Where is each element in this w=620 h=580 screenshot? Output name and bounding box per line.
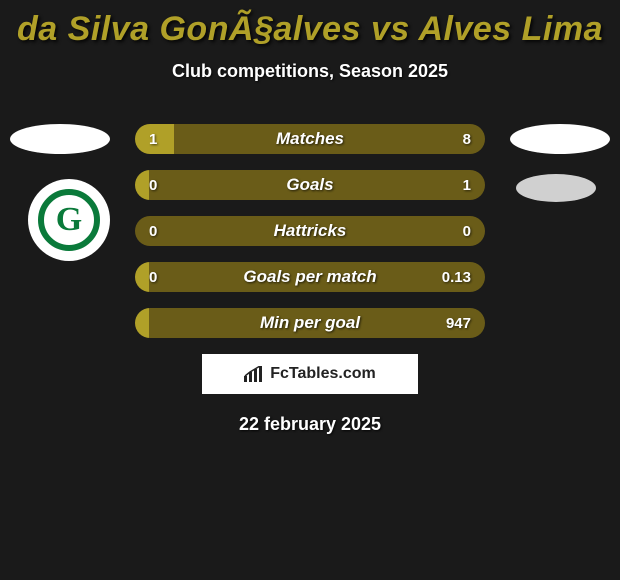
stat-left-value bbox=[135, 308, 149, 338]
chart-icon bbox=[244, 366, 264, 382]
stat-right-value: 8 bbox=[174, 124, 485, 154]
stat-right-value: 0 bbox=[310, 216, 485, 246]
player-left-logo bbox=[10, 124, 110, 154]
stat-left-value: 1 bbox=[135, 124, 174, 154]
club-badge-inner: G bbox=[38, 189, 100, 251]
player-right-logo-2 bbox=[516, 174, 596, 202]
branding-text: FcTables.com bbox=[270, 365, 376, 383]
stat-right-value: 1 bbox=[149, 170, 485, 200]
stats-area: G 18Matches 001Goals 00Hattricks 000.13Goal… bbox=[0, 124, 620, 435]
subtitle: Club competitions, Season 2025 bbox=[0, 61, 620, 82]
date-text: 22 february 2025 bbox=[0, 414, 620, 435]
stat-row: 18Matches bbox=[135, 124, 485, 154]
stat-left-value: 0 bbox=[135, 216, 310, 246]
stat-right-value: 0.13 bbox=[149, 262, 485, 292]
stat-row: 000.13Goals per match bbox=[135, 262, 485, 292]
stat-left-value: 0 bbox=[135, 262, 149, 292]
stat-row: 947Min per goal bbox=[135, 308, 485, 338]
stat-left-value: 0 bbox=[135, 170, 149, 200]
stat-right-value: 947 bbox=[149, 308, 485, 338]
stat-rows: 18Matches 001Goals 00Hattricks 000.13Goals … bbox=[135, 124, 485, 338]
stat-left-value: 0 bbox=[149, 262, 157, 292]
stat-left-value: 0 bbox=[149, 170, 157, 200]
stat-row: 001Goals bbox=[135, 170, 485, 200]
player-right-logo bbox=[510, 124, 610, 154]
page-title: da Silva GonÃ§alves vs Alves Lima bbox=[0, 0, 620, 49]
branding-box: FcTables.com bbox=[202, 354, 418, 394]
club-badge: G bbox=[28, 179, 110, 261]
stat-row: 00Hattricks bbox=[135, 216, 485, 246]
club-badge-letter: G bbox=[56, 201, 82, 239]
